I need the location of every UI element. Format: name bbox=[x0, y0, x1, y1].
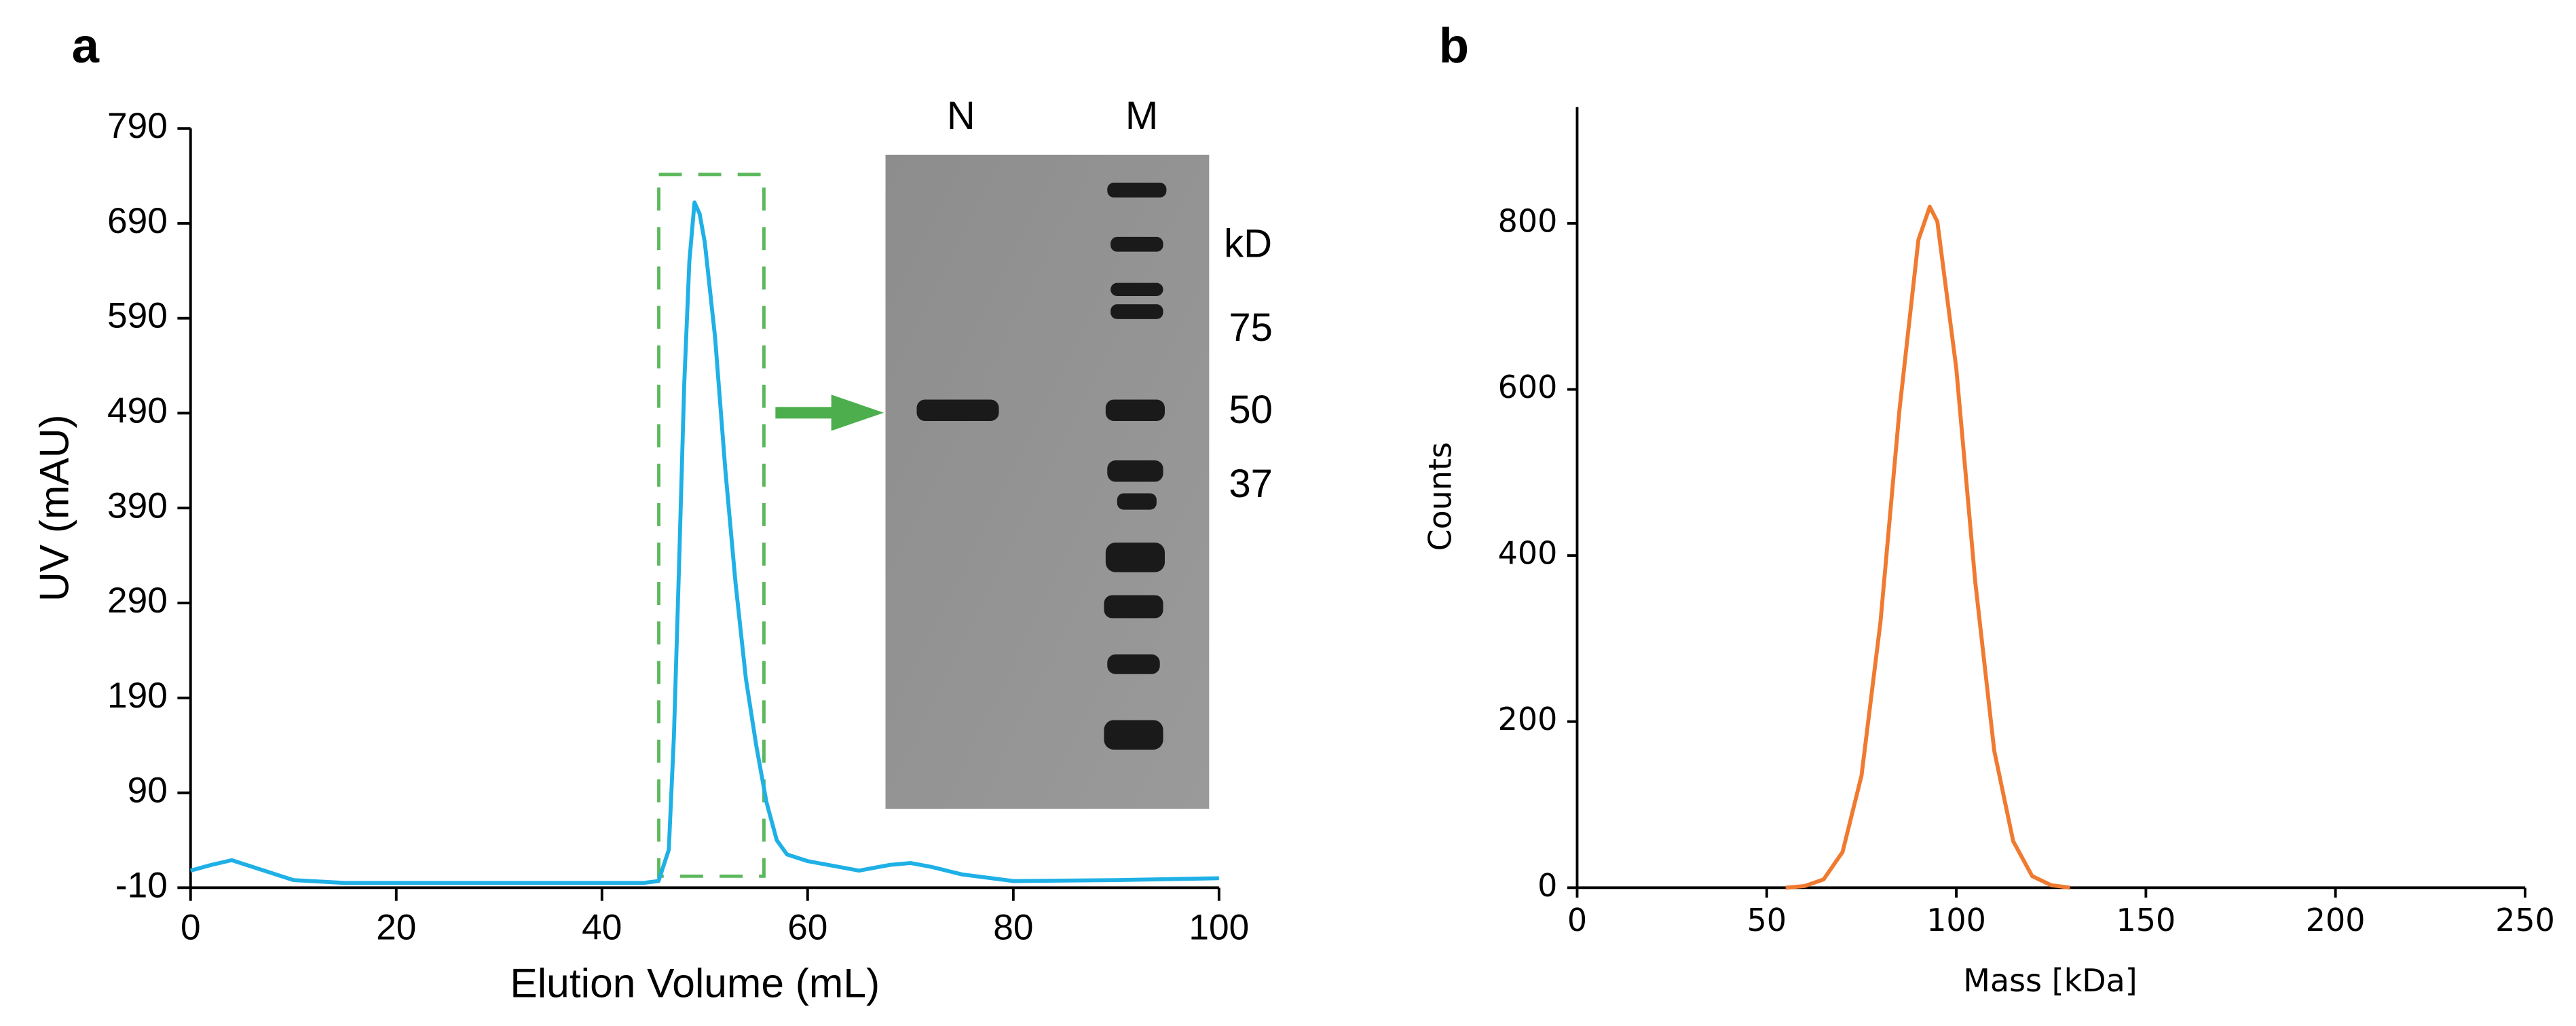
x-tick-label: 100 bbox=[1189, 907, 1249, 947]
gel-image bbox=[885, 154, 1210, 809]
y-tick-label: 400 bbox=[1498, 535, 1558, 572]
y-tick-label: 290 bbox=[107, 581, 168, 621]
y-tick-label: 790 bbox=[107, 106, 168, 146]
panel-a: N M kD 75 50 37 -10 90 190 290 390 490 590 690 7… bbox=[31, 18, 1273, 1006]
y-tick-label: 800 bbox=[1498, 202, 1558, 239]
x-tick-label: 50 bbox=[1747, 902, 1787, 938]
panel-label: a bbox=[72, 18, 100, 73]
y-tick-label: 600 bbox=[1498, 369, 1558, 405]
x-tick-label: 60 bbox=[787, 907, 827, 947]
x-tick-label: 150 bbox=[2116, 902, 2176, 938]
x-tick-label: 20 bbox=[376, 907, 416, 947]
x-tick-label: 250 bbox=[2495, 902, 2555, 938]
marker-label: 50 bbox=[1229, 388, 1273, 432]
data-line bbox=[189, 200, 1219, 885]
lane-label: M bbox=[1125, 94, 1158, 138]
y-tick-label: 490 bbox=[107, 391, 168, 431]
panel-label: b bbox=[1439, 18, 1469, 73]
marker-label: 37 bbox=[1229, 462, 1273, 506]
x-tick-label: 0 bbox=[181, 907, 201, 947]
data-line bbox=[1785, 204, 2071, 890]
y-axis-title: Counts bbox=[1422, 442, 1459, 551]
x-axis-title: Elution Volume (mL) bbox=[510, 960, 880, 1006]
y-tick-label: 390 bbox=[107, 485, 168, 526]
x-tick-label: 80 bbox=[993, 907, 1033, 947]
panel-b: 0 200 400 600 800 0 50 100 150 200 250 Mass [kDa] Co… bbox=[1422, 18, 2555, 999]
x-tick-label: 100 bbox=[1926, 902, 1986, 938]
y-tick-label: -10 bbox=[115, 865, 168, 905]
x-tick-label: 200 bbox=[2306, 902, 2366, 938]
y-tick-label: 590 bbox=[107, 296, 168, 336]
unit-label: kD bbox=[1224, 222, 1272, 266]
gel-bands bbox=[916, 183, 1167, 750]
x-axis-title: Mass [kDa] bbox=[1963, 962, 2137, 999]
x-tick-label: 0 bbox=[1567, 902, 1587, 938]
x-tick-label: 40 bbox=[582, 907, 622, 947]
y-tick-label: 200 bbox=[1498, 701, 1558, 737]
lane-label: N bbox=[947, 94, 975, 138]
y-tick-label: 190 bbox=[107, 676, 168, 716]
green-arrow bbox=[775, 395, 884, 431]
y-axis-title: UV (mAU) bbox=[31, 414, 77, 602]
y-tick-label: 690 bbox=[107, 201, 168, 241]
peak-box bbox=[657, 172, 766, 878]
y-tick-label: 0 bbox=[1537, 867, 1557, 904]
marker-label: 75 bbox=[1229, 306, 1273, 350]
y-tick-label: 90 bbox=[128, 771, 168, 811]
